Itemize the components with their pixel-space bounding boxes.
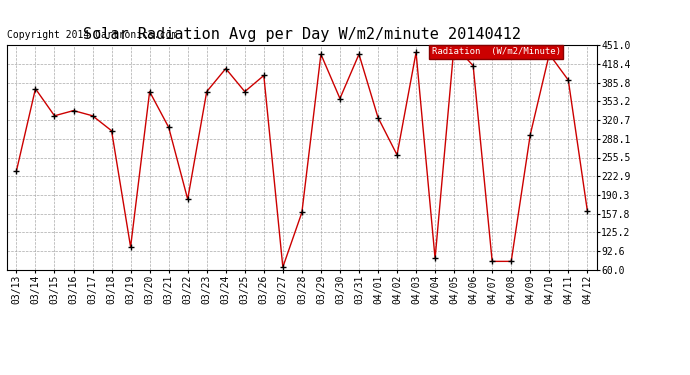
Text: Copyright 2014 Cartronics.com: Copyright 2014 Cartronics.com	[7, 30, 177, 40]
Title: Solar Radiation Avg per Day W/m2/minute 20140412: Solar Radiation Avg per Day W/m2/minute …	[83, 27, 521, 42]
Text: Radiation  (W/m2/Minute): Radiation (W/m2/Minute)	[432, 47, 561, 56]
